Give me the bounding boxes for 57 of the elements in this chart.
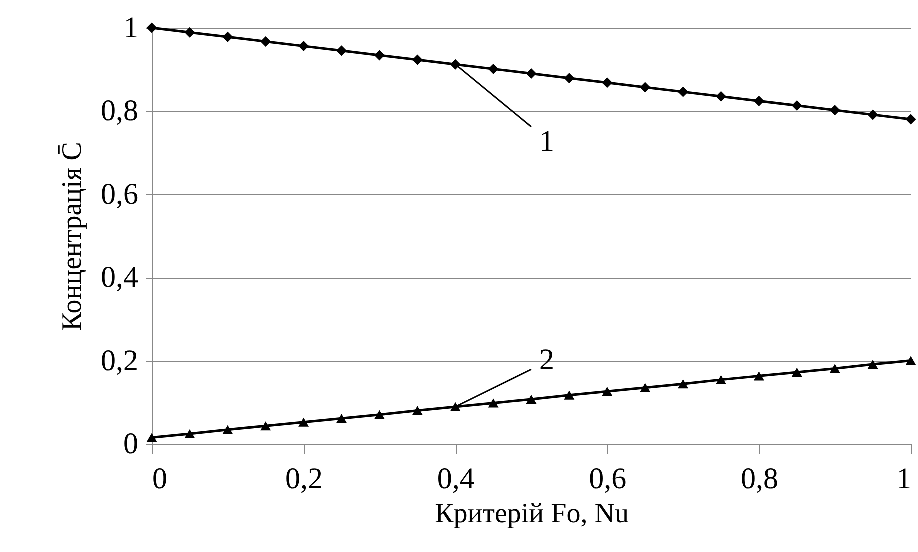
x-axis-title: Критерій Fo, Nu: [435, 498, 629, 530]
point: [640, 82, 651, 93]
point: [488, 64, 499, 74]
point: [374, 50, 385, 61]
point: [298, 41, 310, 52]
point: [792, 100, 802, 112]
point: [678, 86, 689, 98]
point: [716, 91, 726, 102]
point: [830, 105, 840, 116]
x-tick-label: 0: [152, 462, 168, 496]
point: [868, 360, 878, 370]
point: [868, 110, 878, 120]
point: [564, 73, 575, 84]
point: [260, 422, 272, 431]
x-tick-label: 0,2: [286, 462, 324, 496]
y-tick-label: 0,2: [101, 344, 138, 378]
point: [450, 402, 461, 412]
point: [754, 372, 764, 381]
point: [640, 383, 651, 392]
point: [488, 398, 499, 408]
point: [526, 394, 537, 404]
point: [678, 380, 689, 389]
point: [602, 387, 613, 396]
y-axis-title: Концентрація C̄: [57, 142, 88, 331]
point: [830, 364, 840, 374]
series-label: 1: [540, 125, 554, 158]
y-tick-label: 0: [124, 428, 138, 460]
point: [146, 433, 158, 442]
point: [526, 68, 537, 80]
y-tick-label: 0,6: [101, 178, 138, 211]
point: [222, 32, 234, 42]
point: [906, 356, 916, 366]
y-tick-label: 0,4: [101, 261, 138, 294]
x-tick-label: 1: [896, 462, 912, 496]
series-label: 2: [540, 344, 554, 377]
point: [602, 78, 613, 88]
point: [298, 418, 310, 427]
y-tick-label: 0,8: [101, 94, 138, 128]
point: [564, 390, 575, 400]
point: [184, 429, 196, 439]
point: [754, 96, 764, 106]
x-tick-label: 0,6: [589, 462, 627, 496]
point: [260, 36, 272, 47]
point: [792, 368, 802, 377]
point: [374, 410, 385, 420]
x-tick-label: 0,4: [437, 462, 475, 496]
point: [716, 375, 726, 384]
point: [906, 114, 916, 125]
point: [412, 406, 423, 416]
point: [412, 54, 423, 66]
point: [336, 414, 347, 424]
point: [222, 425, 234, 434]
point: [184, 27, 196, 38]
x-tick-label: 0,8: [740, 462, 778, 496]
y-tick-label: 1: [124, 12, 138, 44]
point: [336, 46, 347, 56]
point: [450, 59, 461, 70]
